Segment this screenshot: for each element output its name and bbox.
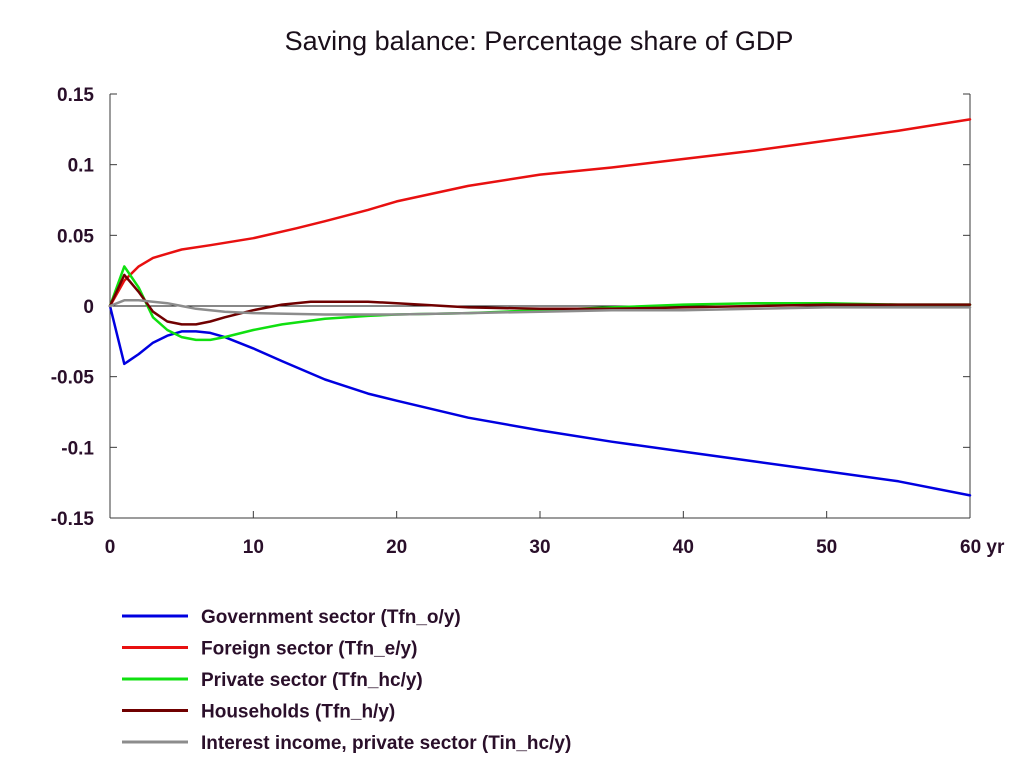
x-axis-ticks: 0 10 20 30 40 50 60 yr bbox=[105, 511, 1005, 558]
series-line-2 bbox=[108, 265, 972, 342]
series-line-4 bbox=[108, 299, 972, 316]
legend-label-4: Interest income, private sector (Tin_hc/… bbox=[201, 733, 571, 754]
x-tick-label: 40 bbox=[673, 537, 694, 558]
x-tick-label: 60 yr bbox=[960, 537, 1005, 558]
chart-title: Saving balance: Percentage share of GDP bbox=[285, 26, 794, 56]
y-axis-ticks: 0.15 0.1 0.05 0 -0.05 -0.1 -0.15 bbox=[51, 85, 970, 530]
y-tick-label: -0.05 bbox=[51, 368, 95, 389]
x-tick-label: 50 bbox=[816, 537, 837, 558]
series-line-1 bbox=[108, 118, 972, 308]
series-lines bbox=[108, 118, 972, 497]
series-line-3 bbox=[108, 273, 972, 326]
y-tick-label: 0.05 bbox=[57, 226, 94, 247]
legend-label-2: Private sector (Tfn_hc/y) bbox=[201, 670, 423, 691]
legend-label-0: Government sector (Tfn_o/y) bbox=[201, 607, 461, 628]
x-tick-label: 10 bbox=[243, 537, 264, 558]
y-tick-label: 0 bbox=[83, 297, 94, 318]
y-tick-label: -0.15 bbox=[51, 509, 95, 530]
legend: Government sector (Tfn_o/y) Foreign secto… bbox=[122, 607, 571, 754]
x-tick-label: 0 bbox=[105, 537, 116, 558]
legend-label-1: Foreign sector (Tfn_e/y) bbox=[201, 639, 417, 660]
series-line-0 bbox=[108, 304, 972, 497]
x-tick-label: 20 bbox=[386, 537, 407, 558]
y-tick-label: -0.1 bbox=[61, 438, 94, 459]
y-tick-label: 0.1 bbox=[68, 156, 95, 177]
legend-label-3: Households (Tfn_h/y) bbox=[201, 702, 395, 723]
y-tick-label: 0.15 bbox=[57, 85, 94, 106]
x-tick-label: 30 bbox=[529, 537, 550, 558]
